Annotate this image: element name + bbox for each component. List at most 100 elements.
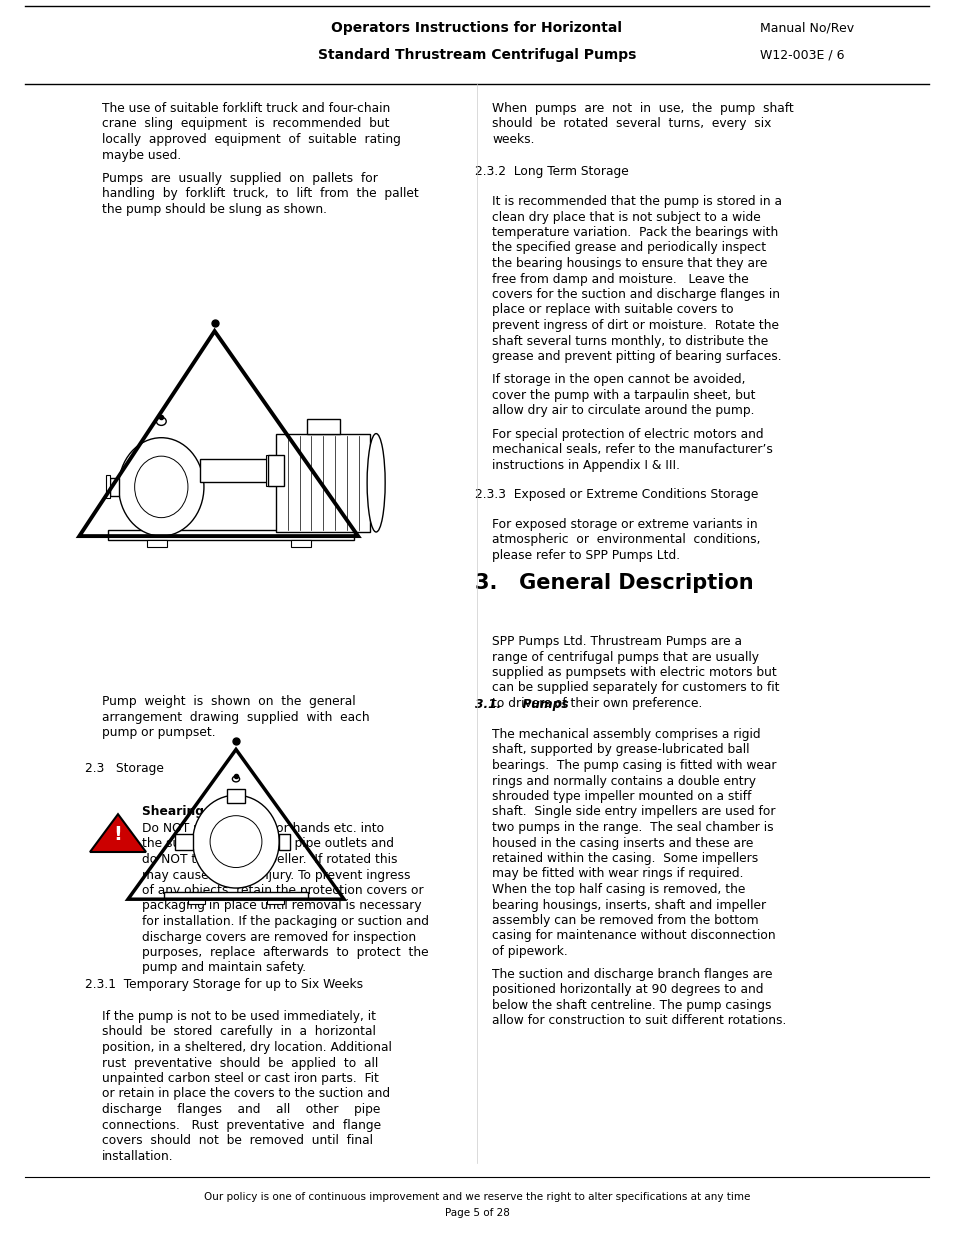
Bar [164,892,308,899]
Text: spp: spp [48,38,80,57]
Text: positioned horizontally at 90 degrees to and: positioned horizontally at 90 degrees to… [492,983,762,997]
Text: 2.3.1  Temporary Storage for up to Six Weeks: 2.3.1 Temporary Storage for up to Six We… [85,978,363,990]
Bar [267,899,284,904]
Text: purposes,  replace  afterwards  to  protect  the: purposes, replace afterwards to protect … [142,946,428,960]
Text: clean dry place that is not subject to a wide: clean dry place that is not subject to a… [492,210,760,224]
Text: allow dry air to circulate around the pump.: allow dry air to circulate around the pu… [492,404,754,417]
Polygon shape [90,814,146,852]
Text: Page 5 of 28: Page 5 of 28 [444,1208,509,1218]
Bar [106,475,111,499]
Text: Our policy is one of continuous improvement and we reserve the right to alter sp: Our policy is one of continuous improvem… [204,1192,749,1202]
Text: SPP Pumps Ltd. Thrustream Pumps are a: SPP Pumps Ltd. Thrustream Pumps are a [492,635,741,648]
Text: rings and normally contains a double entry: rings and normally contains a double ent… [492,774,755,788]
Text: For exposed storage or extreme variants in: For exposed storage or extreme variants … [492,517,757,531]
Text: Manual No/Rev: Manual No/Rev [760,21,853,35]
Text: If storage in the open cannot be avoided,: If storage in the open cannot be avoided… [492,373,744,387]
Text: pump or pumpset.: pump or pumpset. [102,726,215,739]
Text: W12-003E / 6: W12-003E / 6 [760,48,843,62]
Text: the specified grease and periodically inspect: the specified grease and periodically in… [492,242,765,254]
Text: unpainted carbon steel or cast iron parts.  Fit: unpainted carbon steel or cast iron part… [102,1072,378,1086]
Text: the bearing housings to ensure that they are: the bearing housings to ensure that they… [492,257,766,270]
Text: position, in a sheltered, dry location. Additional: position, in a sheltered, dry location. … [102,1041,392,1053]
Text: shaft.  Single side entry impellers are used for: shaft. Single side entry impellers are u… [492,805,775,819]
Text: may be fitted with wear rings if required.: may be fitted with wear rings if require… [492,867,742,881]
Text: weeks.: weeks. [492,133,534,146]
Text: housed in the casing inserts and these are: housed in the casing inserts and these a… [492,836,753,850]
Bar [275,433,370,532]
Text: can be supplied separately for customers to fit: can be supplied separately for customers… [492,682,779,694]
Text: Standard Thrustream Centrifugal Pumps: Standard Thrustream Centrifugal Pumps [317,48,636,62]
Text: Operators Instructions for Horizontal: Operators Instructions for Horizontal [331,21,622,35]
Bar [266,454,286,487]
Text: should  be  stored  carefully  in  a  horizontal: should be stored carefully in a horizont… [102,1025,375,1039]
Bar [188,899,205,904]
Text: handling  by  forklift  truck,  to  lift  from  the  pallet: handling by forklift truck, to lift from… [102,188,418,200]
Text: mechanical seals, refer to the manufacturer’s: mechanical seals, refer to the manufactu… [492,443,772,457]
Text: please refer to SPP Pumps Ltd.: please refer to SPP Pumps Ltd. [492,550,679,562]
Text: may cause severe injury. To prevent ingress: may cause severe injury. To prevent ingr… [142,868,410,882]
Text: place or replace with suitable covers to: place or replace with suitable covers to [492,304,733,316]
Ellipse shape [210,815,262,867]
Text: prevent ingress of dirt or moisture.  Rotate the: prevent ingress of dirt or moisture. Rot… [492,319,779,332]
Text: 3.   General Description: 3. General Description [475,573,753,593]
Bar [174,834,193,850]
Text: assembly can be removed from the bottom: assembly can be removed from the bottom [492,914,758,927]
Text: covers  should  not  be  removed  until  final: covers should not be removed until final [102,1134,373,1147]
Bar [268,454,284,487]
Text: bearing housings, inserts, shaft and impeller: bearing housings, inserts, shaft and imp… [492,899,765,911]
Text: maybe used.: maybe used. [102,148,181,162]
Text: bearings.  The pump casing is fitted with wear: bearings. The pump casing is fitted with… [492,760,776,772]
Ellipse shape [193,795,279,888]
Text: The suction and discharge branch flanges are: The suction and discharge branch flanges… [492,968,772,981]
Text: shaft, supported by grease-lubricated ball: shaft, supported by grease-lubricated ba… [492,743,749,757]
Text: 2.3.3  Exposed or Extreme Conditions Storage: 2.3.3 Exposed or Extreme Conditions Stor… [475,488,758,501]
Text: When  pumps  are  not  in  use,  the  pump  shaft: When pumps are not in use, the pump shaf… [492,103,793,115]
Text: grease and prevent pitting of bearing surfaces.: grease and prevent pitting of bearing su… [492,350,781,363]
Text: for installation. If the packaging or suction and: for installation. If the packaging or su… [142,915,429,927]
Bar [111,478,118,496]
Text: shaft several turns monthly, to distribute the: shaft several turns monthly, to distribu… [492,335,767,347]
Ellipse shape [118,437,204,536]
Text: The mechanical assembly comprises a rigid: The mechanical assembly comprises a rigi… [492,727,760,741]
Text: below the shaft centreline. The pump casings: below the shaft centreline. The pump cas… [492,999,771,1011]
Text: crane  sling  equipment  is  recommended  but: crane sling equipment is recommended but [102,117,389,131]
Bar [307,419,339,433]
Ellipse shape [367,433,385,532]
Text: It is recommended that the pump is stored in a: It is recommended that the pump is store… [492,195,781,207]
Text: The use of suitable forklift truck and four-chain: The use of suitable forklift truck and f… [102,103,390,115]
Text: instructions in Appendix I & III.: instructions in Appendix I & III. [492,459,679,472]
Text: rust  preventative  should  be  applied  to  all: rust preventative should be applied to a… [102,1056,377,1070]
Bar [279,834,290,850]
Bar [199,459,275,482]
Text: installation.: installation. [102,1150,173,1162]
Text: or retain in place the covers to the suction and: or retain in place the covers to the suc… [102,1088,390,1100]
Text: Pumps  are  usually  supplied  on  pallets  for: Pumps are usually supplied on pallets fo… [102,172,377,185]
Text: the pump should be slung as shown.: the pump should be slung as shown. [102,203,327,216]
Text: covers for the suction and discharge flanges in: covers for the suction and discharge fla… [492,288,780,301]
Bar [227,789,244,804]
Bar [108,530,354,540]
Text: discharge covers are removed for inspection: discharge covers are removed for inspect… [142,930,416,944]
Text: cover the pump with a tarpaulin sheet, but: cover the pump with a tarpaulin sheet, b… [492,389,755,401]
Text: When the top half casing is removed, the: When the top half casing is removed, the [492,883,744,897]
Text: 2.3.2  Long Term Storage: 2.3.2 Long Term Storage [475,165,628,178]
Text: should  be  rotated  several  turns,  every  six: should be rotated several turns, every s… [492,117,771,131]
Text: arrangement  drawing  supplied  with  each: arrangement drawing supplied with each [102,710,369,724]
Text: Pump  weight  is  shown  on  the  general: Pump weight is shown on the general [102,695,355,708]
Text: retained within the casing.  Some impellers: retained within the casing. Some impelle… [492,852,758,864]
Text: do NOT touch the impeller.  If rotated this: do NOT touch the impeller. If rotated th… [142,853,397,866]
Ellipse shape [156,417,166,425]
Text: atmospheric  or  environmental  conditions,: atmospheric or environmental conditions, [492,534,760,547]
Text: connections.   Rust  preventative  and  flange: connections. Rust preventative and flang… [102,1119,381,1131]
Text: !: ! [113,825,122,844]
Ellipse shape [134,456,188,517]
Text: allow for construction to suit different rotations.: allow for construction to suit different… [492,1014,785,1028]
Text: to drivers of their own preference.: to drivers of their own preference. [492,697,701,710]
Text: 2.3   Storage: 2.3 Storage [85,762,164,776]
Text: of pipework.: of pipework. [492,945,567,958]
Text: locally  approved  equipment  of  suitable  rating: locally approved equipment of suitable r… [102,133,400,146]
Text: casing for maintenance without disconnection: casing for maintenance without disconnec… [492,930,775,942]
Bar [291,540,311,547]
Text: free from damp and moisture.   Leave the: free from damp and moisture. Leave the [492,273,748,285]
Text: pump and maintain safety.: pump and maintain safety. [142,962,306,974]
